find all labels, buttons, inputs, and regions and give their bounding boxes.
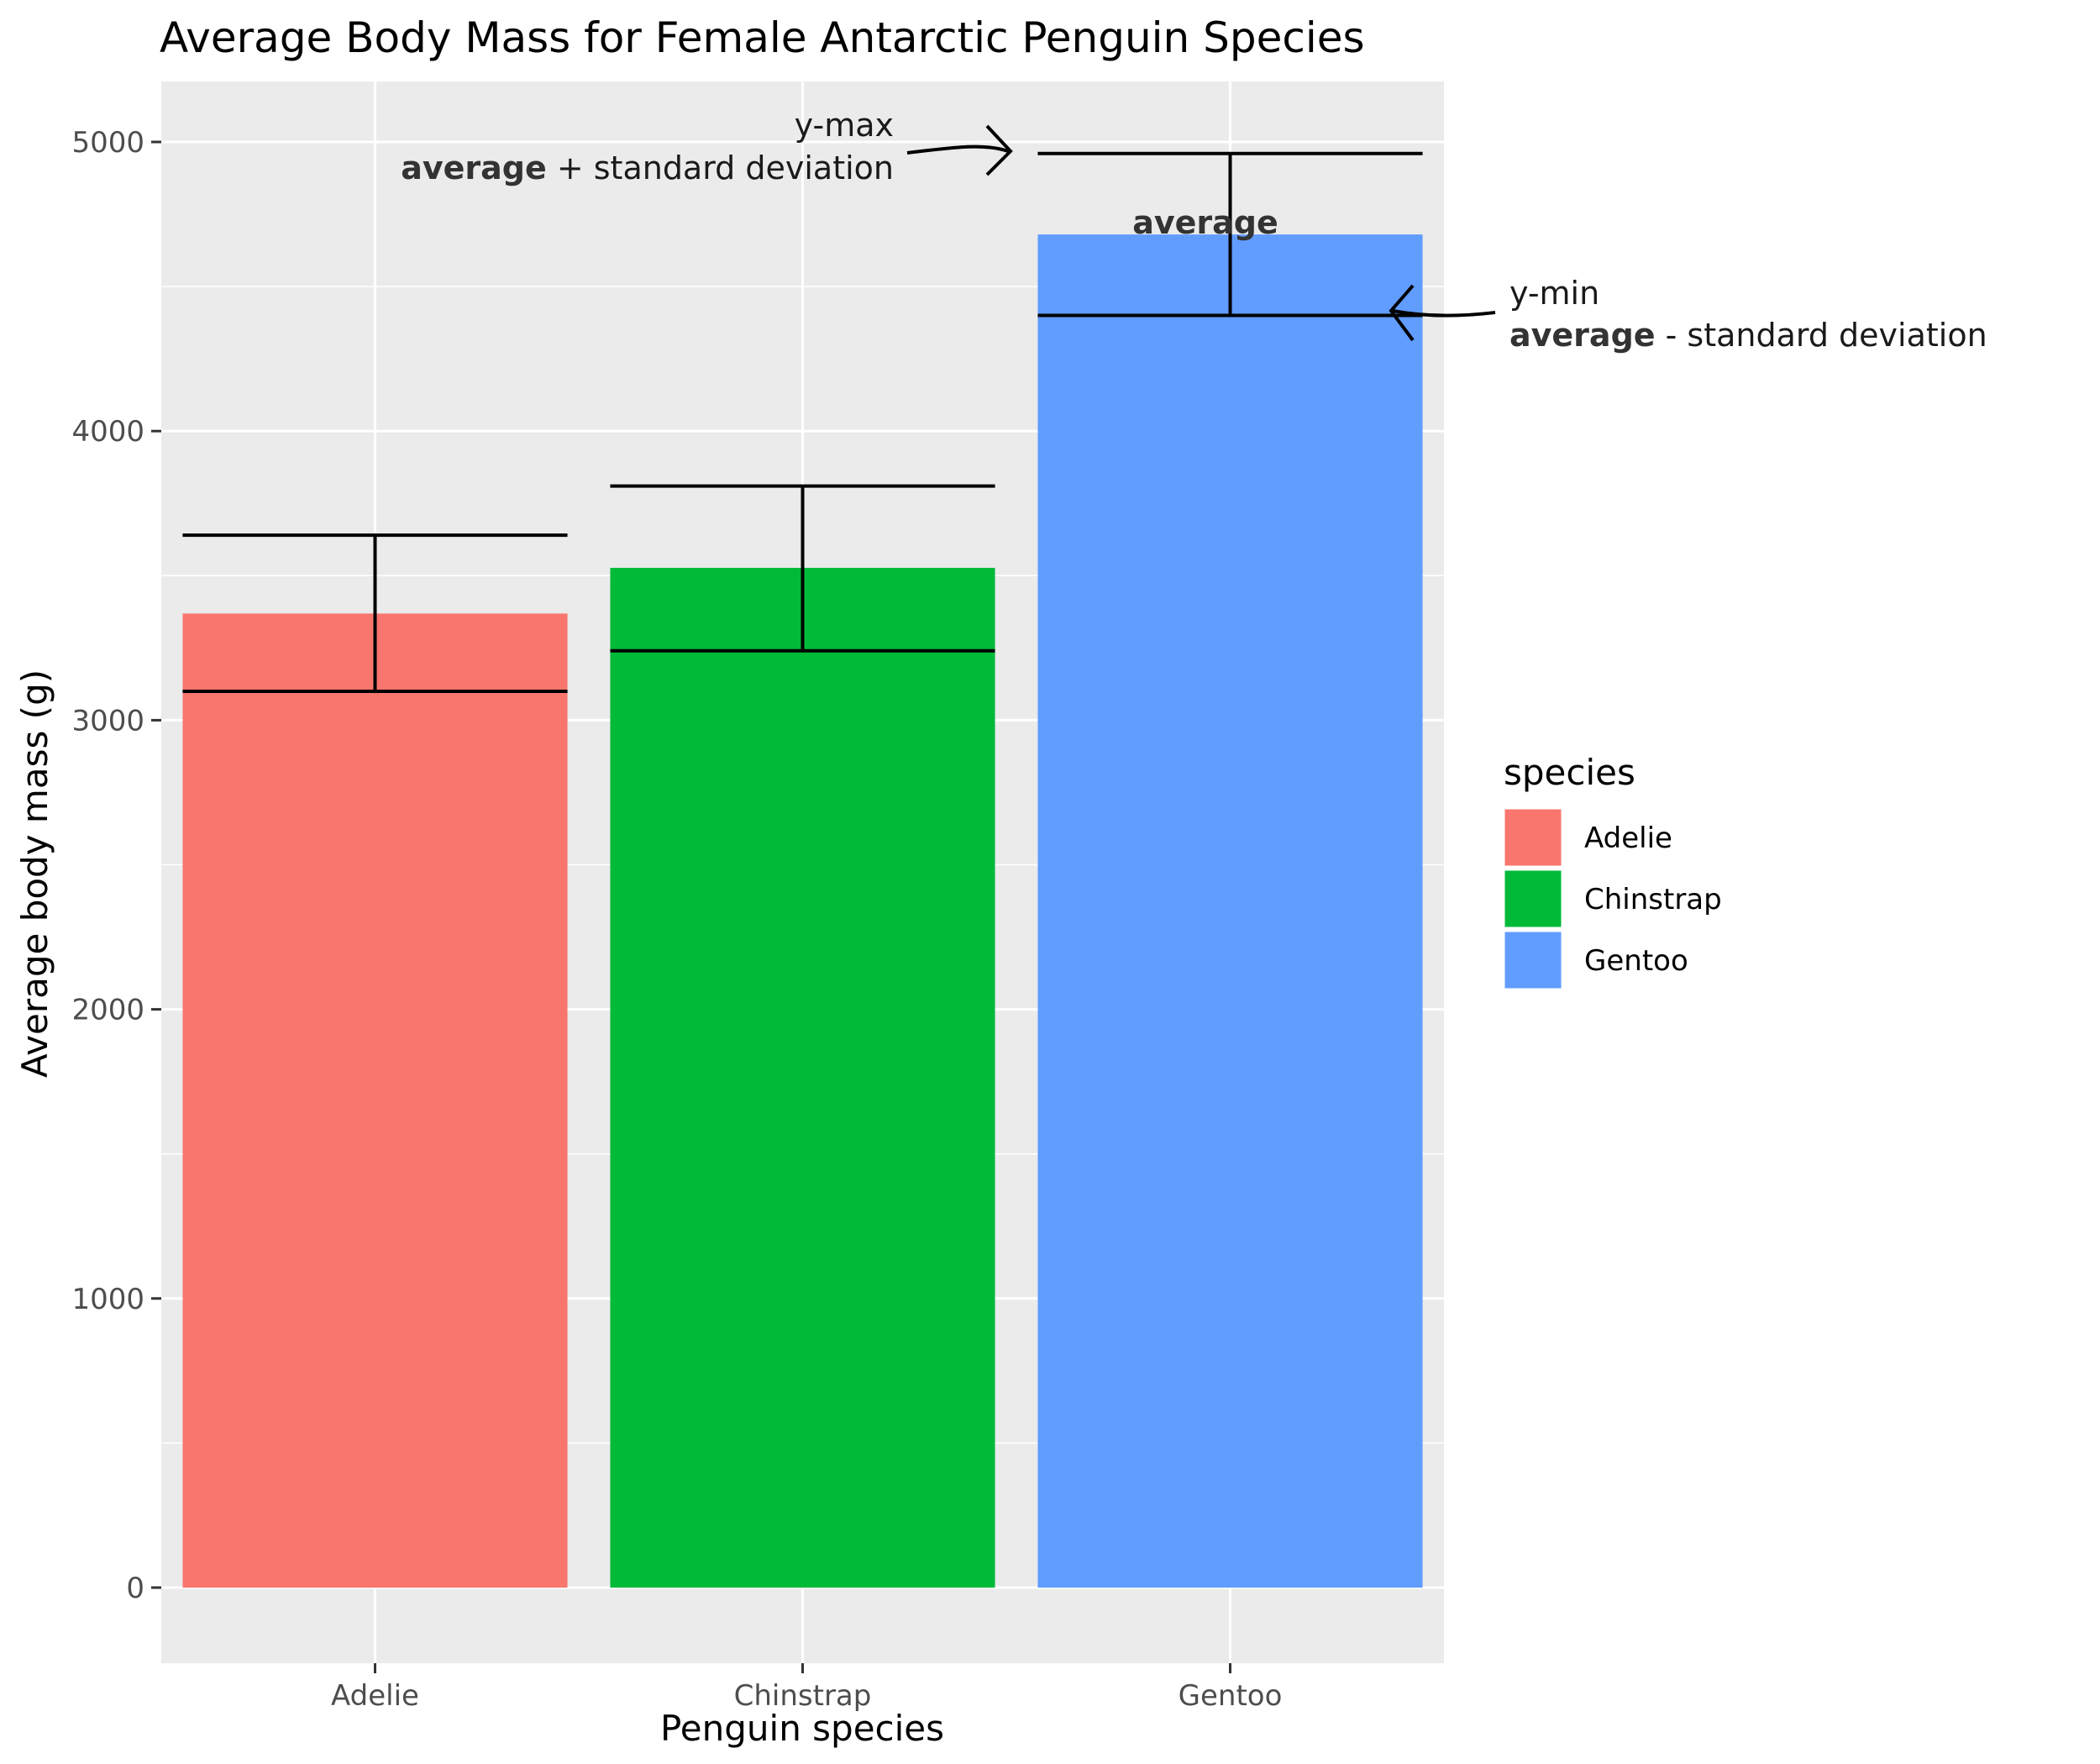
annotation-ymax-arrowhead: [985, 124, 1013, 176]
bar-gentoo: [1037, 234, 1423, 1588]
bar-adelie: [182, 613, 568, 1588]
annotation-ymax-label: y-max: [795, 107, 894, 144]
y-tick-label: 3000: [71, 704, 144, 738]
legend-label-gentoo: Gentoo: [1584, 944, 1688, 978]
annotations: y-max average + standard deviation avera…: [401, 107, 1987, 354]
bar-chinstrap: [610, 568, 995, 1588]
legend: species Adelie Chinstrap Gentoo: [1502, 752, 1722, 991]
y-tick-label: 2000: [71, 994, 144, 1027]
legend-key-chinstrap: [1502, 868, 1564, 930]
x-tick-label: Gentoo: [1179, 1679, 1283, 1713]
legend-title: species: [1504, 752, 1635, 793]
y-axis-ticks: 0 1000 2000 3000 4000 5000: [71, 126, 161, 1605]
y-tick-label: 1000: [71, 1283, 144, 1316]
annotation-ymin-label: y-min: [1509, 275, 1599, 312]
annotation-ymax-formula: average + standard deviation: [401, 150, 894, 186]
error-bars: [182, 151, 1423, 693]
legend-key-adelie: [1502, 806, 1564, 869]
y-tick-label: 5000: [71, 126, 144, 160]
y-tick-label: 0: [126, 1572, 144, 1605]
y-axis-title: Average body mass (g): [14, 669, 55, 1078]
chart-title: Average Body Mass for Female Antarctic P…: [160, 13, 1365, 62]
legend-label-chinstrap: Chinstrap: [1584, 883, 1722, 916]
annotation-ymin-arrow: [1392, 309, 1496, 318]
annotation-ymin-arrowhead: [1389, 284, 1415, 342]
x-tick-label: Chinstrap: [734, 1679, 872, 1713]
x-axis-title: Penguin species: [660, 1708, 944, 1749]
y-tick-label: 4000: [71, 415, 144, 449]
annotation-average-label: average: [1132, 204, 1278, 241]
x-axis-ticks: Adelie Chinstrap Gentoo: [331, 1663, 1282, 1713]
x-tick-label: Adelie: [331, 1679, 419, 1713]
annotation-ymax-arrow: [906, 144, 1009, 155]
annotation-ymin-formula: average - standard deviation: [1509, 317, 1987, 354]
legend-label-adelie: Adelie: [1584, 822, 1672, 855]
bars: [182, 234, 1423, 1588]
legend-key-gentoo: [1502, 929, 1564, 991]
